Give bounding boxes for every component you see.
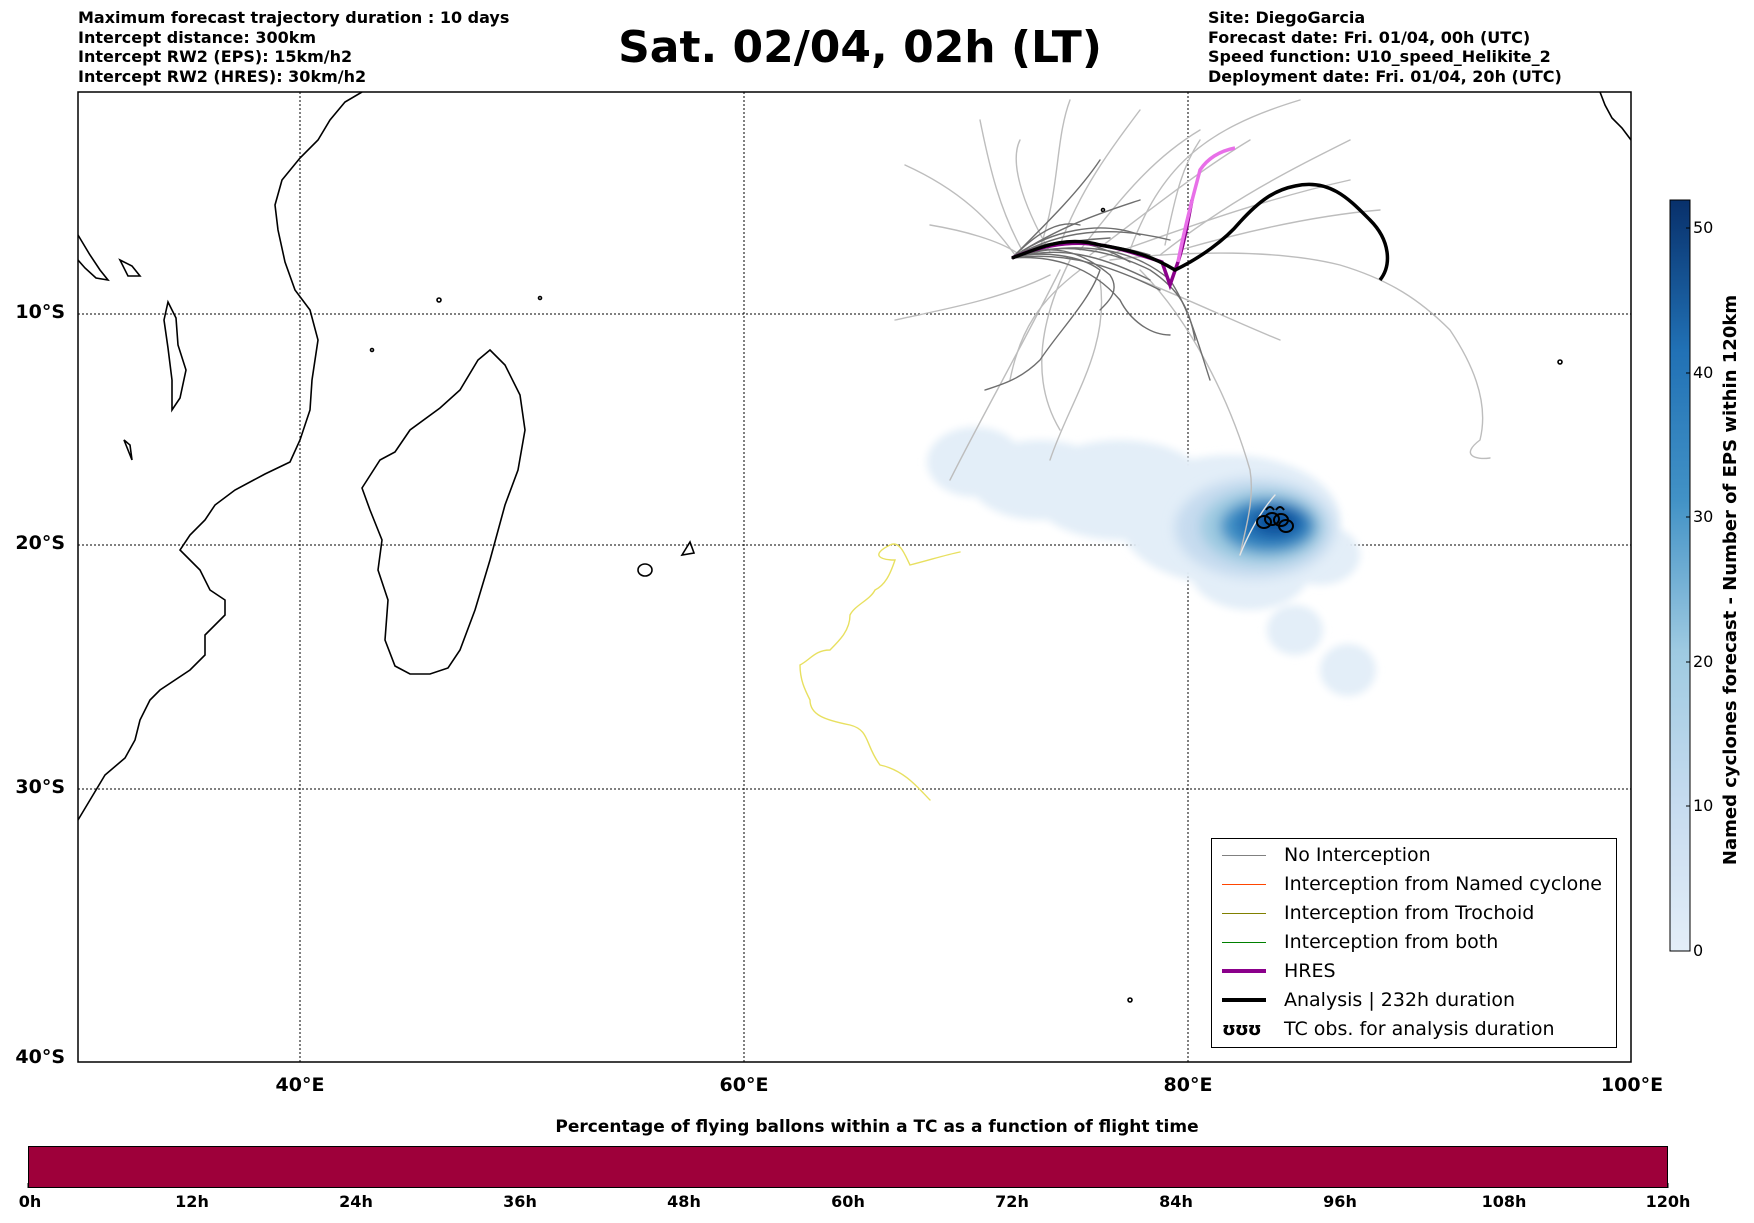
- legend-line-sample: [1222, 995, 1266, 1005]
- colorbar-tick-label: 20: [1693, 652, 1714, 671]
- legend-label: No Interception: [1284, 844, 1431, 866]
- flight-bar-tick-label: 0h: [18, 1192, 42, 1211]
- colorbar-tick-label: 50: [1693, 218, 1714, 237]
- lon-label: 100°E: [1600, 1074, 1664, 1096]
- header-line: Intercept distance: 300km: [78, 27, 317, 47]
- legend-item: No Interception: [1222, 841, 1431, 869]
- coastlines: [78, 92, 1631, 1003]
- legend-item: HRES: [1222, 957, 1336, 985]
- flight-bar-tick-label: 48h: [667, 1192, 701, 1211]
- legend-label: Interception from both: [1284, 931, 1499, 953]
- header-line: Intercept RW2 (HRES): 30km/h2: [78, 66, 367, 86]
- flight-bar-tick-label: 60h: [831, 1192, 865, 1211]
- header-line: Maximum forecast trajectory duration : 1…: [78, 8, 510, 27]
- legend-item: Interception from Named cyclone: [1222, 870, 1602, 898]
- tc-obs-symbol: ʊʊʊ: [1222, 1018, 1262, 1040]
- colorbar-title: Named cyclones forecast - Number of EPS …: [1720, 294, 1741, 866]
- lon-label: 80°E: [1163, 1074, 1213, 1096]
- flight-time-bar: [28, 1146, 1668, 1188]
- legend-line-sample: [1222, 850, 1266, 860]
- colorbar-tick-marks: [1686, 227, 1690, 952]
- legend-line-sample: [1222, 908, 1266, 918]
- legend-label: Interception from Trochoid: [1284, 902, 1535, 924]
- legend-label: HRES: [1284, 960, 1336, 982]
- lon-label: 60°E: [719, 1074, 769, 1096]
- colorbar-gradient: [1669, 199, 1691, 952]
- legend-line-sample: [1222, 937, 1266, 947]
- flight-bar-tick-label: 12h: [175, 1192, 209, 1211]
- hres-trajectory-late: [1176, 146, 1236, 263]
- flight-bar-tick-label: 36h: [503, 1192, 537, 1211]
- flight-bar-tick-label: 96h: [1323, 1192, 1357, 1211]
- colorbar-tick-label: 40: [1693, 363, 1714, 382]
- lat-label: 40°S: [15, 1046, 65, 1068]
- colorbar-tick-label: 10: [1693, 796, 1714, 815]
- legend-label: Analysis | 232h duration: [1284, 989, 1516, 1011]
- page-title: Sat. 02/04, 02h (LT): [618, 22, 1102, 73]
- header-left-info: Maximum forecast trajectory duration : 1…: [78, 8, 509, 86]
- flight-bar-tick-label: 108h: [1481, 1192, 1527, 1211]
- header-line: Speed function: U10_speed_Helikite_2: [1208, 47, 1551, 66]
- flight-bar-tick-label: 120h: [1645, 1192, 1691, 1211]
- header-line: Intercept RW2 (EPS): 15km/h2: [78, 47, 353, 66]
- legend-line-sample: [1222, 879, 1266, 889]
- flight-bar-tick-label: 24h: [339, 1192, 373, 1211]
- lat-label: 10°S: [15, 301, 65, 323]
- header-line: Forecast date: Fri. 01/04, 00h (UTC): [1208, 27, 1531, 47]
- header-right-info: Site: DiegoGarcia Forecast date: Fri. 01…: [1208, 8, 1562, 86]
- analysis-trajectory: [1011, 182, 1390, 282]
- colorbar-tick-label: 0: [1693, 941, 1704, 960]
- legend-item: Analysis | 232h duration: [1222, 986, 1515, 1014]
- legend-line-sample: [1222, 966, 1266, 976]
- lon-label: 40°E: [275, 1074, 325, 1096]
- legend-item: ʊʊʊ TC obs. for analysis duration: [1222, 1015, 1555, 1043]
- cyclone-probability-shading: [927, 427, 1376, 696]
- map-legend: No Interception Interception from Named …: [1211, 838, 1617, 1048]
- header-line: Deployment date: Fri. 01/04, 20h (UTC): [1208, 66, 1562, 86]
- flight-bar-tick-label: 72h: [995, 1192, 1029, 1211]
- lat-label: 20°S: [15, 532, 65, 554]
- legend-label: Interception from Named cyclone: [1284, 873, 1602, 895]
- flight-bar-title: Percentage of flying ballons within a TC…: [555, 1117, 1199, 1137]
- tc-obs-markers: [1256, 506, 1294, 533]
- header-line: Site: DiegoGarcia: [1208, 8, 1366, 27]
- flight-bar-tick-label: 84h: [1159, 1192, 1193, 1211]
- lat-label: 30°S: [15, 776, 65, 798]
- legend-item: Interception from Trochoid: [1222, 899, 1534, 927]
- trochoid-trajectory: [799, 543, 961, 801]
- legend-label: TC obs. for analysis duration: [1284, 1018, 1555, 1040]
- legend-item: Interception from both: [1222, 928, 1498, 956]
- colorbar-tick-label: 30: [1693, 507, 1714, 526]
- map-frame: [77, 91, 1632, 1063]
